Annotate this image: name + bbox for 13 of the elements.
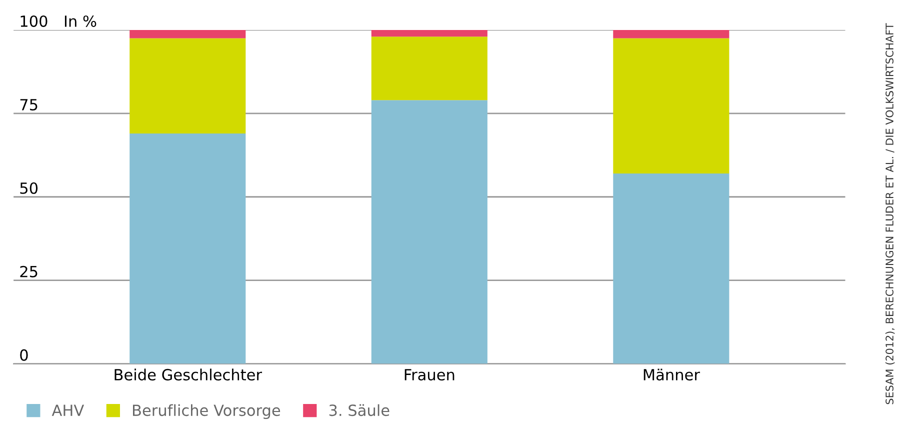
x-tick-label: Frauen — [404, 369, 454, 380]
legend-label: AHV — [52, 404, 84, 416]
x-tick-label: Männer — [644, 368, 700, 380]
legend-label: Berufliche Vorsorge — [133, 404, 280, 420]
y-tick-label: 75 — [20, 99, 38, 110]
y-tick-label: 50 — [20, 182, 38, 194]
y-tick-label: 100 — [20, 15, 48, 27]
text: SESAM (2012), BERECHNUNGEN FLUDER ET AL. / DIE VOLKSWIRTSCHAFT — [885, 23, 895, 404]
legend-label: 3. Säule — [329, 404, 390, 416]
x-tick-label: Beide Geschlechter — [114, 368, 262, 380]
y-tick-label: 25 — [20, 266, 38, 278]
y-axis-title: In % — [64, 15, 96, 27]
y-tick-label: 0 — [20, 349, 28, 361]
